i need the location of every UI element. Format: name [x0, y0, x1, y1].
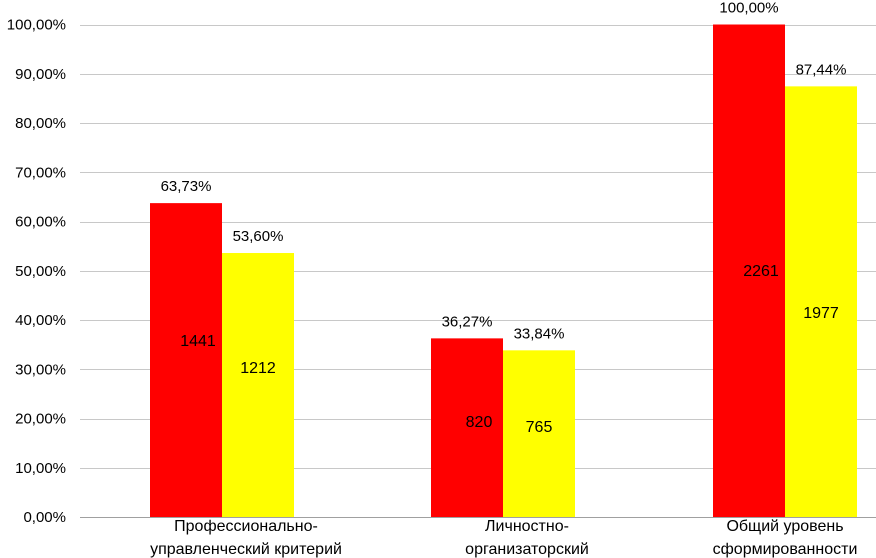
bar-series-1-2 [431, 338, 503, 517]
y-tick-label: 80,00% [15, 115, 66, 132]
value-label: 36,27% [442, 313, 493, 330]
value-label: 87,44% [796, 61, 847, 78]
bar-series-1-3 [713, 24, 785, 517]
count-label: 1977 [803, 305, 839, 322]
category-label: Профессионально- [174, 518, 318, 535]
y-tick-label: 20,00% [15, 411, 66, 428]
y-tick-label: 100,00% [7, 17, 66, 34]
category-label: Общий уровень [726, 518, 843, 535]
bar-series-2-2 [503, 350, 575, 517]
bar-series-2-1 [222, 253, 294, 517]
value-label: 33,84% [514, 325, 565, 342]
y-tick-label: 60,00% [15, 214, 66, 231]
count-label: 820 [466, 414, 493, 431]
bar-series-2-3 [785, 86, 857, 517]
count-label: 1441 [180, 333, 216, 350]
x-axis-categories: Профессионально-управленческий критерий Л… [150, 518, 857, 558]
bars [150, 24, 857, 517]
value-label: 100,00% [719, 0, 778, 17]
y-tick-label: 70,00% [15, 164, 66, 181]
y-axis-ticks: 0,00% 10,00% 20,00% 30,00% 40,00% 50,00% 60,00… [7, 17, 66, 527]
data-labels: 63,73% 1441 36,27% 820 100,00% 2261 53,60% 1212… [161, 0, 847, 436]
value-label: 63,73% [161, 178, 212, 195]
category-label: управленческий критерий [150, 541, 342, 558]
category-label: сформированности [713, 541, 858, 558]
y-tick-label: 50,00% [15, 263, 66, 280]
count-label: 1212 [240, 360, 276, 377]
y-tick-label: 90,00% [15, 66, 66, 83]
count-label: 2261 [743, 263, 779, 280]
count-label: 765 [526, 419, 553, 436]
bar-series-1-1 [150, 203, 222, 517]
y-tick-label: 10,00% [15, 460, 66, 477]
y-tick-label: 30,00% [15, 361, 66, 378]
category-label: организаторский [465, 541, 589, 558]
y-tick-label: 40,00% [15, 312, 66, 329]
y-tick-label: 0,00% [23, 509, 66, 526]
value-label: 53,60% [233, 228, 284, 245]
category-label: Личностно- [485, 518, 569, 535]
